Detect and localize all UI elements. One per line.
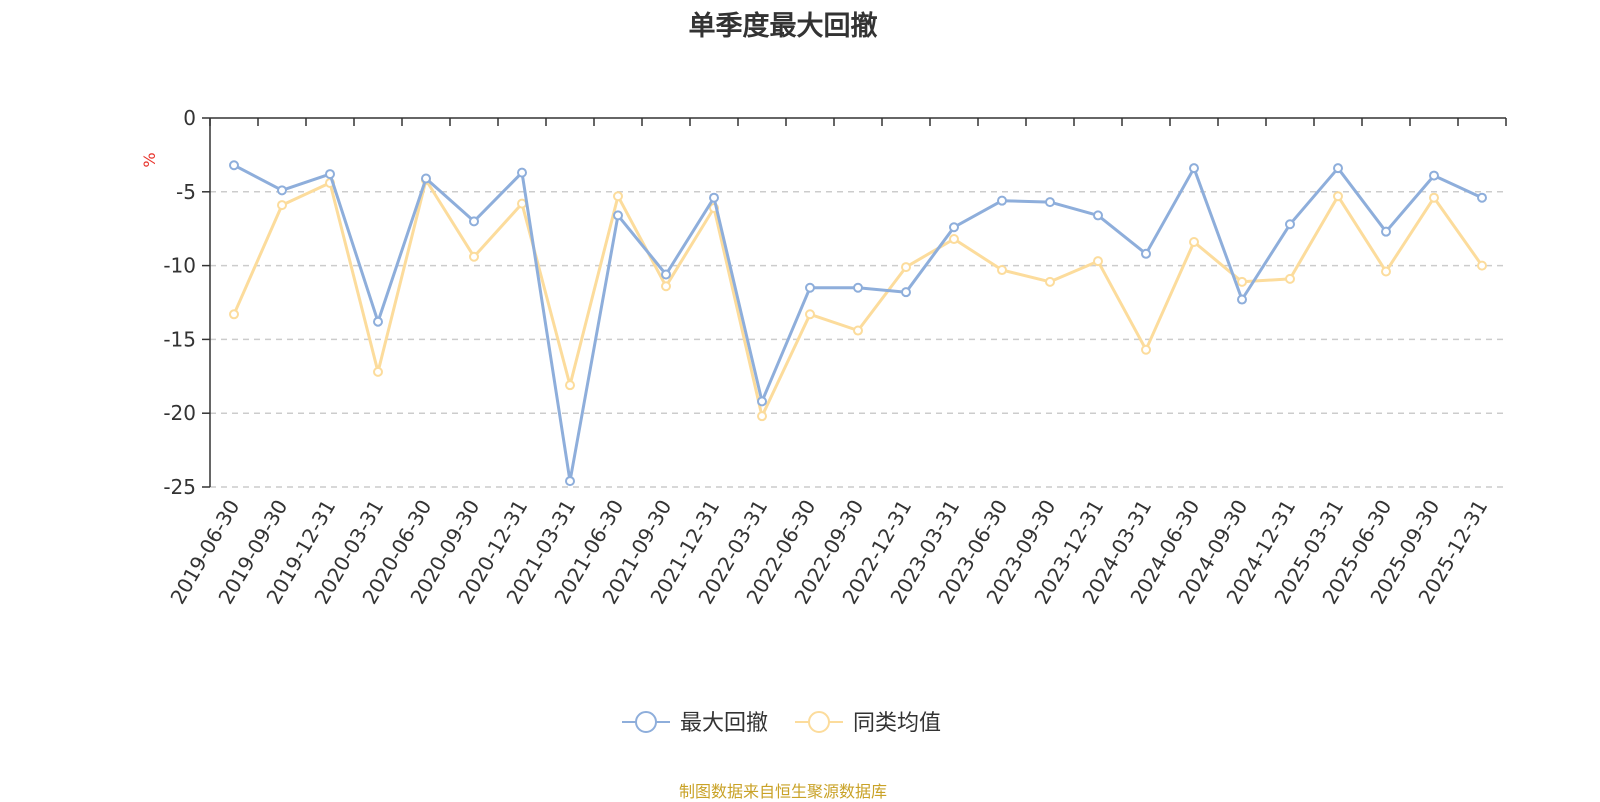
data-point — [805, 282, 815, 293]
line-chart: 0 -5 -10 -15 -20 -25 2019-06-302019-09-302019… — [140, 106, 1507, 736]
data-point — [229, 160, 239, 171]
legend-marker — [635, 711, 657, 733]
data-point — [1141, 344, 1151, 355]
data-point — [901, 287, 911, 298]
legend-item[interactable]: 最大回撤 — [622, 711, 768, 736]
data-point — [1333, 191, 1343, 202]
data-point — [565, 380, 575, 391]
data-point — [1333, 163, 1343, 174]
y-tick-label: -20 — [163, 401, 196, 425]
x-axis-ticks: 2019-06-302019-09-302019-12-312020-03-31… — [165, 496, 1492, 609]
series-group — [229, 160, 1487, 487]
y-axis-unit: % — [140, 152, 159, 167]
data-point — [469, 216, 479, 227]
data-point — [1189, 163, 1199, 174]
data-point — [277, 185, 287, 196]
data-point — [229, 309, 239, 320]
data-point — [1285, 273, 1295, 284]
data-point — [853, 282, 863, 293]
data-point — [373, 316, 383, 327]
data-point — [709, 192, 719, 203]
data-point — [421, 173, 431, 184]
legend-label: 最大回撤 — [680, 711, 768, 736]
data-point — [1093, 210, 1103, 221]
data-point — [901, 262, 911, 273]
data-point — [613, 210, 623, 221]
y-tick-label: -5 — [176, 180, 196, 204]
y-axis-ticks: 0 -5 -10 -15 -20 -25 — [163, 106, 196, 499]
data-point — [1045, 197, 1055, 208]
source-note: 制图数据来自恒生聚源数据库 — [678, 782, 887, 801]
data-point — [661, 281, 671, 292]
y-tick-label: -15 — [163, 327, 196, 351]
series-line — [233, 163, 1483, 483]
data-point — [1285, 219, 1295, 230]
data-point — [805, 309, 815, 320]
series-2 — [229, 174, 1487, 422]
series-line — [232, 178, 1484, 418]
data-point — [1429, 192, 1439, 203]
axes — [202, 117, 1507, 488]
data-point — [1477, 260, 1487, 271]
legend-marker — [808, 711, 830, 733]
data-point — [1045, 276, 1055, 287]
data-point — [1237, 294, 1247, 305]
data-point — [1477, 192, 1487, 203]
data-point — [757, 411, 767, 422]
data-point — [1381, 266, 1391, 277]
y-tick-label: 0 — [183, 106, 196, 130]
data-point — [997, 265, 1007, 276]
chart-title: 单季度最大回撤 — [688, 11, 878, 42]
data-point — [757, 396, 767, 407]
legend-item[interactable]: 同类均值 — [795, 711, 941, 736]
data-point — [1237, 276, 1247, 287]
data-point — [277, 200, 287, 211]
data-point — [1189, 236, 1199, 247]
data-point — [517, 198, 527, 209]
data-point — [325, 169, 335, 180]
data-point — [1429, 170, 1439, 181]
data-point — [997, 195, 1007, 206]
data-point — [1381, 226, 1391, 237]
data-point — [661, 269, 671, 280]
data-point — [853, 325, 863, 336]
data-point — [517, 167, 527, 178]
data-point — [469, 251, 479, 262]
data-point — [949, 222, 959, 233]
data-point — [1141, 248, 1151, 259]
y-tick-label: -25 — [163, 475, 196, 499]
data-point — [1093, 256, 1103, 267]
series-1 — [229, 160, 1487, 487]
data-point — [565, 476, 575, 487]
legend-label: 同类均值 — [853, 711, 941, 736]
data-point — [613, 191, 623, 202]
data-point — [373, 366, 383, 377]
data-point — [949, 234, 959, 245]
y-tick-label: -10 — [163, 254, 196, 278]
grid-lines — [210, 191, 1506, 488]
legend: 最大回撤 同类均值 — [622, 711, 941, 736]
